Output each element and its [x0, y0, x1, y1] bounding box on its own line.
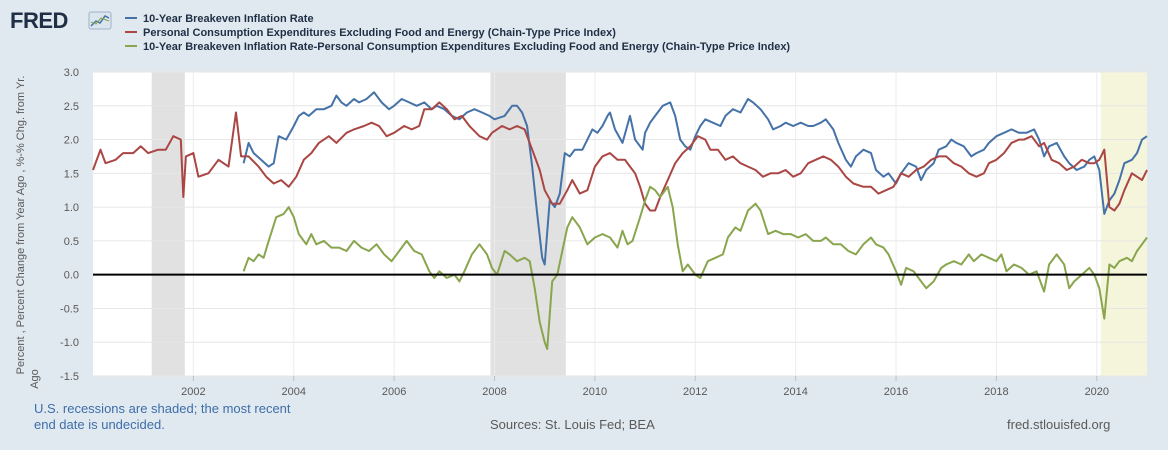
y-axis-label: Percent , Percent Change from Year Ago ,… [15, 76, 41, 389]
recession-note-line2: end date is undecided. [34, 417, 165, 432]
recession-shading [151, 72, 1147, 376]
y-tick-label: -1.0 [60, 337, 79, 349]
y-tick-label: 2.0 [64, 135, 79, 147]
x-tick-label: 2004 [282, 386, 306, 398]
recession-note: U.S. recessions are shaded; the most rec… [34, 401, 291, 433]
y-tick-label: -1.5 [60, 371, 79, 383]
x-tick-label: 2010 [583, 386, 607, 398]
legend-item-breakeven[interactable]: 10-Year Breakeven Inflation Rate [125, 13, 314, 25]
legend-label-pce: Personal Consumption Expenditures Exclud… [143, 27, 616, 39]
y-tick-label: 1.0 [64, 202, 79, 214]
sources-text: Sources: St. Louis Fed; BEA [490, 417, 655, 432]
y-tick-label: 0.5 [64, 236, 79, 248]
fred-logo-chart-icon [88, 11, 112, 30]
plot-area [93, 72, 1147, 376]
recession-band-undecided [1100, 72, 1147, 376]
x-tick-label: 2014 [783, 386, 807, 398]
fred-logo-text: FRED [10, 8, 68, 33]
y-tick-label: 3.0 [64, 67, 79, 79]
x-tick-label: 2020 [1085, 386, 1109, 398]
x-tick-label: 2012 [683, 386, 707, 398]
x-tick-label: 2006 [382, 386, 406, 398]
x-tick-label: 2018 [984, 386, 1008, 398]
fred-url[interactable]: fred.stlouisfed.org [1007, 417, 1111, 432]
legend-item-pce[interactable]: Personal Consumption Expenditures Exclud… [125, 27, 616, 39]
y-tick-label: 1.5 [64, 168, 79, 180]
series-line-difference[interactable] [242, 185, 1148, 350]
legend: 10-Year Breakeven Inflation Rate Persona… [125, 13, 790, 53]
y-tick-label: 0.0 [64, 270, 79, 282]
x-axis-ticks: 2002 2004 2006 2008 2010 2012 2014 2016 2018 2020 [181, 376, 1109, 398]
x-tick-label: 2002 [181, 386, 205, 398]
legend-label-breakeven: 10-Year Breakeven Inflation Rate [143, 13, 314, 25]
y-axis-label-line2: Ago [29, 369, 41, 389]
series-lines [92, 91, 1148, 350]
x-tick-label: 2008 [482, 386, 506, 398]
y-axis-ticks: 3.0 2.5 2.0 1.5 1.0 0.5 0.0 -0.5 -1.0 -1.5 [60, 67, 79, 383]
fred-logo[interactable]: FRED [10, 8, 112, 33]
y-tick-label: 2.5 [64, 101, 79, 113]
series-line-pce[interactable] [92, 101, 1148, 212]
y-axis-label-line1: Percent , Percent Change from Year Ago ,… [15, 76, 27, 375]
recession-note-line1: U.S. recessions are shaded; the most rec… [34, 401, 291, 416]
recession-band-1 [151, 72, 185, 376]
x-tick-label: 2016 [884, 386, 908, 398]
y-tick-label: -0.5 [60, 303, 79, 315]
legend-item-difference[interactable]: 10-Year Breakeven Inflation Rate-Persona… [125, 41, 790, 53]
recession-band-2 [490, 72, 566, 376]
legend-label-difference: 10-Year Breakeven Inflation Rate-Persona… [143, 41, 790, 53]
